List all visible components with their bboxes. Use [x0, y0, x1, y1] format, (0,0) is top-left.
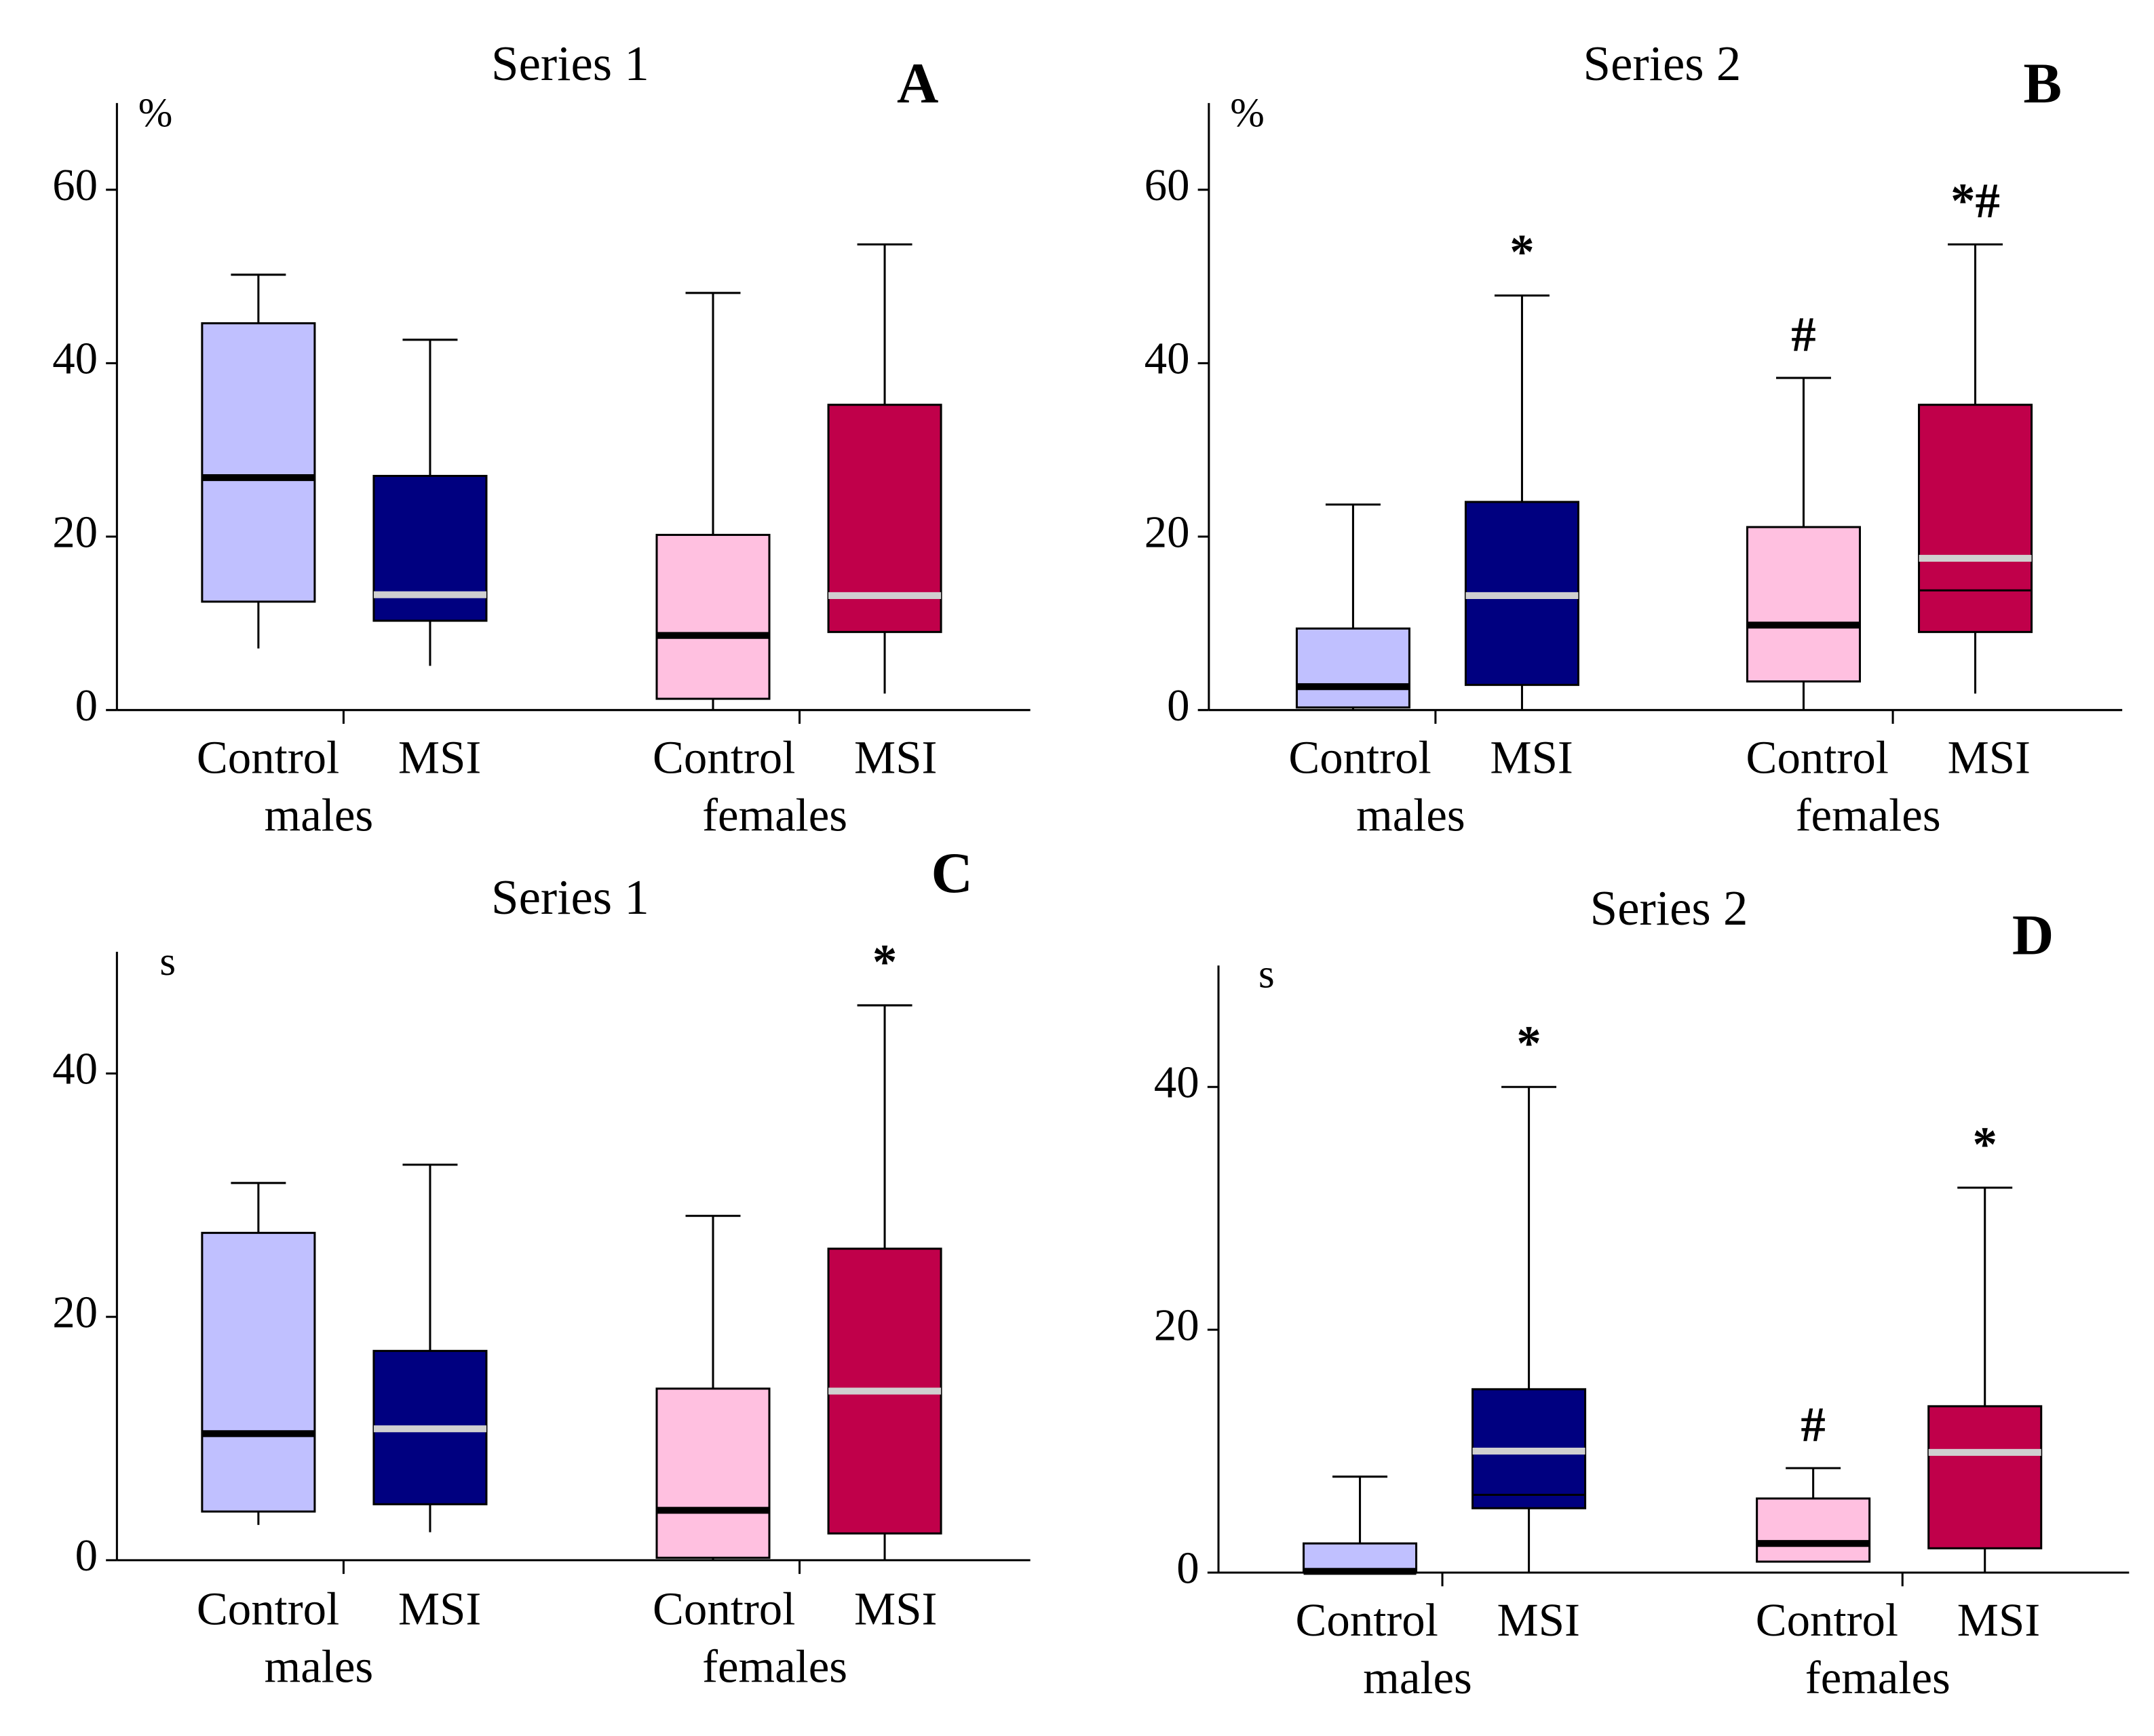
category-label: Control [1756, 1594, 1898, 1646]
category-label: Control [653, 1583, 795, 1635]
annotation: # [1801, 1397, 1825, 1452]
panel-title: Series 1 [491, 870, 649, 925]
y-tick-label: 20 [52, 1287, 98, 1337]
y-tick-label: 40 [1154, 1058, 1199, 1108]
box [1295, 627, 1410, 709]
group-label: females [1805, 1652, 1950, 1703]
panel-title: Series 2 [1583, 36, 1742, 91]
annotation: *# [1950, 173, 2000, 228]
group-label: females [1796, 789, 1941, 841]
category-label: Control [1296, 1594, 1438, 1646]
box [655, 1387, 771, 1559]
box [1303, 1542, 1418, 1574]
annotation: * [1516, 1016, 1541, 1070]
box [655, 533, 771, 700]
group-label: males [265, 1641, 374, 1693]
category-label: MSI [1948, 731, 2031, 783]
panel-letter: B [2023, 52, 2062, 115]
unit-label: s [159, 939, 176, 984]
category-label: MSI [1957, 1594, 2040, 1646]
panel-letter: D [2012, 903, 2054, 967]
category-label: MSI [398, 1583, 481, 1635]
y-tick-label: 20 [52, 507, 98, 557]
y-tick-label: 0 [75, 1530, 98, 1581]
annotation: * [1509, 225, 1534, 279]
category-label: Control [197, 731, 339, 783]
y-tick-label: 40 [52, 334, 98, 384]
box [201, 1231, 316, 1513]
box [1927, 1405, 2043, 1549]
group-label: females [702, 789, 847, 841]
y-tick-label: 0 [75, 680, 98, 731]
group-label: males [265, 789, 374, 841]
category-label: Control [197, 1583, 339, 1635]
unit-label: s [1258, 951, 1275, 997]
y-tick-label: 40 [1145, 334, 1190, 384]
unit-label: % [138, 90, 173, 136]
category-label: MSI [854, 731, 937, 783]
annotation: # [1791, 307, 1815, 362]
panel-letter: C [931, 841, 973, 905]
category-label: Control [1288, 731, 1431, 783]
y-tick-label: 20 [1154, 1300, 1199, 1350]
annotation: * [872, 934, 897, 989]
y-tick-label: 20 [1145, 507, 1190, 557]
group-label: females [702, 1641, 847, 1693]
box [372, 475, 488, 622]
box [1756, 1497, 1871, 1563]
category-label: Control [653, 731, 795, 783]
category-label: MSI [1490, 731, 1573, 783]
panel-title: Series 2 [1590, 881, 1748, 935]
category-label: MSI [1497, 1594, 1580, 1646]
category-label: MSI [854, 1583, 937, 1635]
box [1918, 404, 2033, 634]
y-tick-label: 0 [1176, 1543, 1199, 1593]
category-label: MSI [398, 731, 481, 783]
y-tick-label: 40 [52, 1044, 98, 1094]
y-tick-label: 0 [1167, 680, 1189, 731]
group-label: males [1356, 789, 1465, 841]
box [201, 322, 316, 603]
unit-label: % [1230, 90, 1265, 136]
group-label: males [1363, 1652, 1472, 1703]
panel-letter: A [897, 52, 938, 115]
category-label: Control [1746, 731, 1889, 783]
y-tick-label: 60 [52, 160, 98, 210]
annotation: * [1972, 1117, 1997, 1172]
y-tick-label: 60 [1145, 160, 1190, 210]
box [1746, 526, 1861, 683]
panel-title: Series 1 [491, 36, 649, 91]
